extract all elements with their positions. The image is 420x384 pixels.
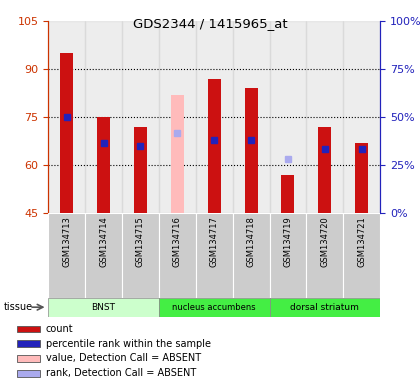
Bar xyxy=(60,53,73,213)
Bar xyxy=(306,21,343,213)
Text: percentile rank within the sample: percentile rank within the sample xyxy=(46,339,211,349)
Bar xyxy=(159,298,270,317)
Bar xyxy=(159,213,196,298)
Text: GSM134715: GSM134715 xyxy=(136,217,145,267)
Bar xyxy=(355,143,368,213)
Bar xyxy=(171,95,184,213)
Bar xyxy=(48,298,159,317)
Text: GSM134714: GSM134714 xyxy=(99,217,108,267)
Bar xyxy=(281,175,294,213)
Text: tissue: tissue xyxy=(4,302,33,312)
Bar xyxy=(343,21,380,213)
Bar xyxy=(97,117,110,213)
Bar xyxy=(17,370,39,377)
Bar xyxy=(233,21,270,213)
Text: GSM134720: GSM134720 xyxy=(320,217,329,267)
Bar xyxy=(270,298,380,317)
Bar xyxy=(233,213,270,298)
Bar xyxy=(318,127,331,213)
Bar xyxy=(48,21,85,213)
Bar xyxy=(85,213,122,298)
Text: count: count xyxy=(46,324,74,334)
Bar xyxy=(196,213,233,298)
Text: BNST: BNST xyxy=(92,303,116,312)
Text: GSM134719: GSM134719 xyxy=(284,217,292,267)
Bar xyxy=(306,213,343,298)
Text: GSM134716: GSM134716 xyxy=(173,217,182,267)
Bar xyxy=(17,340,39,347)
Text: GDS2344 / 1415965_at: GDS2344 / 1415965_at xyxy=(133,17,287,30)
Bar xyxy=(17,355,39,362)
Text: nucleus accumbens: nucleus accumbens xyxy=(172,303,256,312)
Text: GSM134717: GSM134717 xyxy=(210,217,219,267)
Bar xyxy=(244,88,257,213)
Bar xyxy=(122,21,159,213)
Bar xyxy=(48,213,85,298)
Bar xyxy=(270,21,306,213)
Bar xyxy=(159,21,196,213)
Bar xyxy=(208,79,221,213)
Bar xyxy=(85,21,122,213)
Bar xyxy=(270,213,306,298)
Bar xyxy=(17,326,39,332)
Text: value, Detection Call = ABSENT: value, Detection Call = ABSENT xyxy=(46,353,201,364)
Text: GSM134718: GSM134718 xyxy=(247,217,255,267)
Bar xyxy=(343,213,380,298)
Bar xyxy=(134,127,147,213)
Text: GSM134713: GSM134713 xyxy=(62,217,71,267)
Text: dorsal striatum: dorsal striatum xyxy=(290,303,359,312)
Bar xyxy=(122,213,159,298)
Bar xyxy=(196,21,233,213)
Text: GSM134721: GSM134721 xyxy=(357,217,366,267)
Text: rank, Detection Call = ABSENT: rank, Detection Call = ABSENT xyxy=(46,368,196,378)
